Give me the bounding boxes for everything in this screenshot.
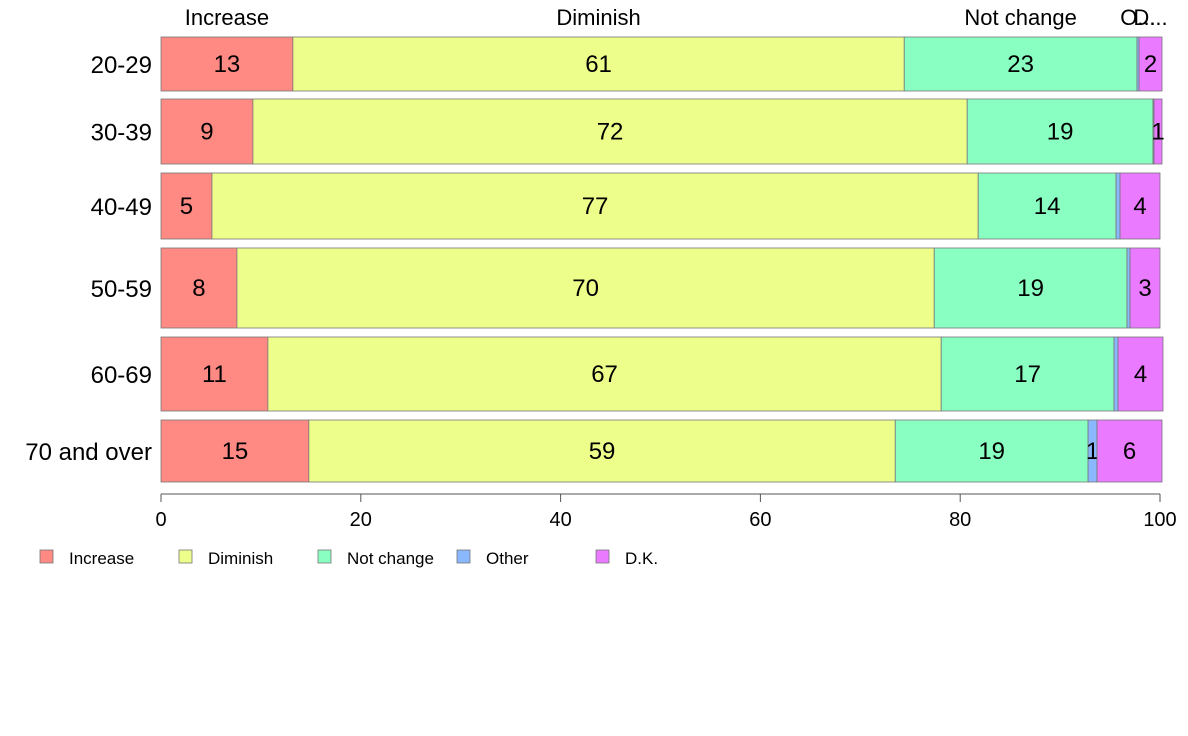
bar-increase-50-59 bbox=[160, 247, 238, 329]
data-label-increase-50-59: 8 bbox=[192, 275, 205, 302]
x-tick-label-100: 100 bbox=[1143, 509, 1176, 531]
data-label-diminish-60-69: 67 bbox=[591, 361, 618, 388]
bar-diminish-70-and-over bbox=[308, 419, 896, 483]
data-label-increase-20-29: 13 bbox=[214, 51, 241, 78]
bar-increase-30-39 bbox=[160, 98, 254, 165]
bar-increase-20-29 bbox=[160, 36, 294, 92]
data-label-diminish-30-39: 72 bbox=[597, 119, 624, 146]
bar-not-change-50-59 bbox=[933, 247, 1128, 329]
legend-label-increase: Increase bbox=[69, 549, 134, 568]
x-tick-label-40: 40 bbox=[549, 509, 571, 531]
bar-d-k-40-49 bbox=[1119, 172, 1161, 240]
bar-d-k-60-69 bbox=[1117, 336, 1164, 412]
legend-swatch-other bbox=[456, 549, 471, 564]
x-axis: 0 20 40 60 80 100 bbox=[155, 493, 1177, 531]
top-label-other: O... bbox=[1120, 5, 1155, 30]
bar-diminish-50-59 bbox=[236, 247, 935, 329]
top-label-not-change: Not change bbox=[964, 5, 1077, 30]
bar-other-50-59 bbox=[1126, 247, 1131, 329]
bar-not-change-40-49 bbox=[977, 172, 1117, 240]
category-label-40-49: 40-49 bbox=[91, 194, 152, 221]
x-tick-label-80: 80 bbox=[949, 509, 971, 531]
data-label-diminish-50-59: 70 bbox=[572, 275, 599, 302]
bar-d-k-30-39 bbox=[1153, 98, 1163, 165]
bar-not-change-70-and-over bbox=[894, 419, 1089, 483]
bar-other-40-49 bbox=[1115, 172, 1121, 240]
legend-swatch-not-change bbox=[317, 549, 332, 564]
data-label-diminish-40-49: 77 bbox=[582, 193, 609, 220]
x-tick-label-60: 60 bbox=[749, 509, 771, 531]
category-label-20-29: 20-29 bbox=[91, 52, 152, 79]
data-label-d-k-40-49: 4 bbox=[1133, 193, 1146, 220]
legend-swatch-d-k bbox=[595, 549, 610, 564]
bar-d-k-70-and-over bbox=[1096, 419, 1163, 483]
data-label-d-k-20-29: 2 bbox=[1144, 51, 1157, 78]
bar-increase-70-and-over bbox=[160, 419, 310, 483]
data-label-d-k-50-59: 3 bbox=[1138, 275, 1151, 302]
top-label-increase: Increase bbox=[185, 5, 269, 30]
series-top-labels: Increase Diminish Not change O...D... bbox=[185, 5, 1168, 30]
category-label-70-and-over: 70 and over bbox=[25, 439, 152, 466]
bar-not-change-30-39 bbox=[966, 98, 1154, 165]
data-label-not-change-40-49: 14 bbox=[1034, 193, 1061, 220]
legend-label-other: Other bbox=[486, 549, 529, 568]
legend: Increase Diminish Not change Other D.K. bbox=[39, 549, 658, 568]
category-labels: 20-29 30-39 40-49 50-59 60-69 70 and over bbox=[25, 52, 152, 466]
bar-diminish-60-69 bbox=[267, 336, 942, 412]
data-label-not-change-70-and-over: 19 bbox=[978, 438, 1005, 465]
data-label-d-k-70-and-over: 6 bbox=[1123, 438, 1136, 465]
bar-diminish-30-39 bbox=[252, 98, 968, 165]
data-label-not-change-20-29: 23 bbox=[1007, 51, 1034, 78]
bar-increase-40-49 bbox=[160, 172, 213, 240]
data-label-not-change-50-59: 19 bbox=[1017, 275, 1044, 302]
bar-increase-60-69 bbox=[160, 336, 269, 412]
category-label-60-69: 60-69 bbox=[91, 362, 152, 389]
legend-swatch-diminish bbox=[178, 549, 193, 564]
data-label-increase-30-39: 9 bbox=[200, 119, 213, 146]
data-label-diminish-70-and-over: 59 bbox=[589, 438, 616, 465]
bar-not-change-20-29 bbox=[903, 36, 1138, 92]
legend-label-not-change: Not change bbox=[347, 549, 434, 568]
data-label-diminish-20-29: 61 bbox=[585, 51, 612, 78]
bars-area: 13 61 23 29 72 19 15 77 14 48 70 19 311 67 17 415 59 19 1 6 bbox=[160, 36, 1165, 483]
legend-label-d-k: D.K. bbox=[625, 549, 658, 568]
top-label-diminish: Diminish bbox=[556, 5, 640, 30]
data-label-other-70-and-over: 1 bbox=[1086, 438, 1099, 465]
data-label-d-k-60-69: 4 bbox=[1134, 361, 1147, 388]
data-label-d-k-30-39: 1 bbox=[1151, 119, 1164, 146]
x-tick-label-20: 20 bbox=[350, 509, 372, 531]
data-label-not-change-60-69: 17 bbox=[1014, 361, 1041, 388]
bar-d-k-50-59 bbox=[1129, 247, 1161, 329]
bar-diminish-20-29 bbox=[292, 36, 905, 92]
bar-other-60-69 bbox=[1113, 336, 1119, 412]
data-label-increase-60-69: 11 bbox=[202, 361, 227, 388]
category-label-50-59: 50-59 bbox=[91, 276, 152, 303]
top-label-d-k: D... bbox=[1133, 5, 1167, 30]
x-tick-label-0: 0 bbox=[155, 509, 166, 531]
data-label-increase-40-49: 5 bbox=[180, 193, 193, 220]
bar-d-k-20-29 bbox=[1138, 36, 1163, 92]
legend-swatch-increase bbox=[39, 549, 54, 564]
legend-label-diminish: Diminish bbox=[208, 549, 273, 568]
category-label-30-39: 30-39 bbox=[91, 120, 152, 147]
bar-not-change-60-69 bbox=[940, 336, 1115, 412]
data-label-not-change-30-39: 19 bbox=[1047, 119, 1074, 146]
data-label-increase-70-and-over: 15 bbox=[222, 438, 249, 465]
